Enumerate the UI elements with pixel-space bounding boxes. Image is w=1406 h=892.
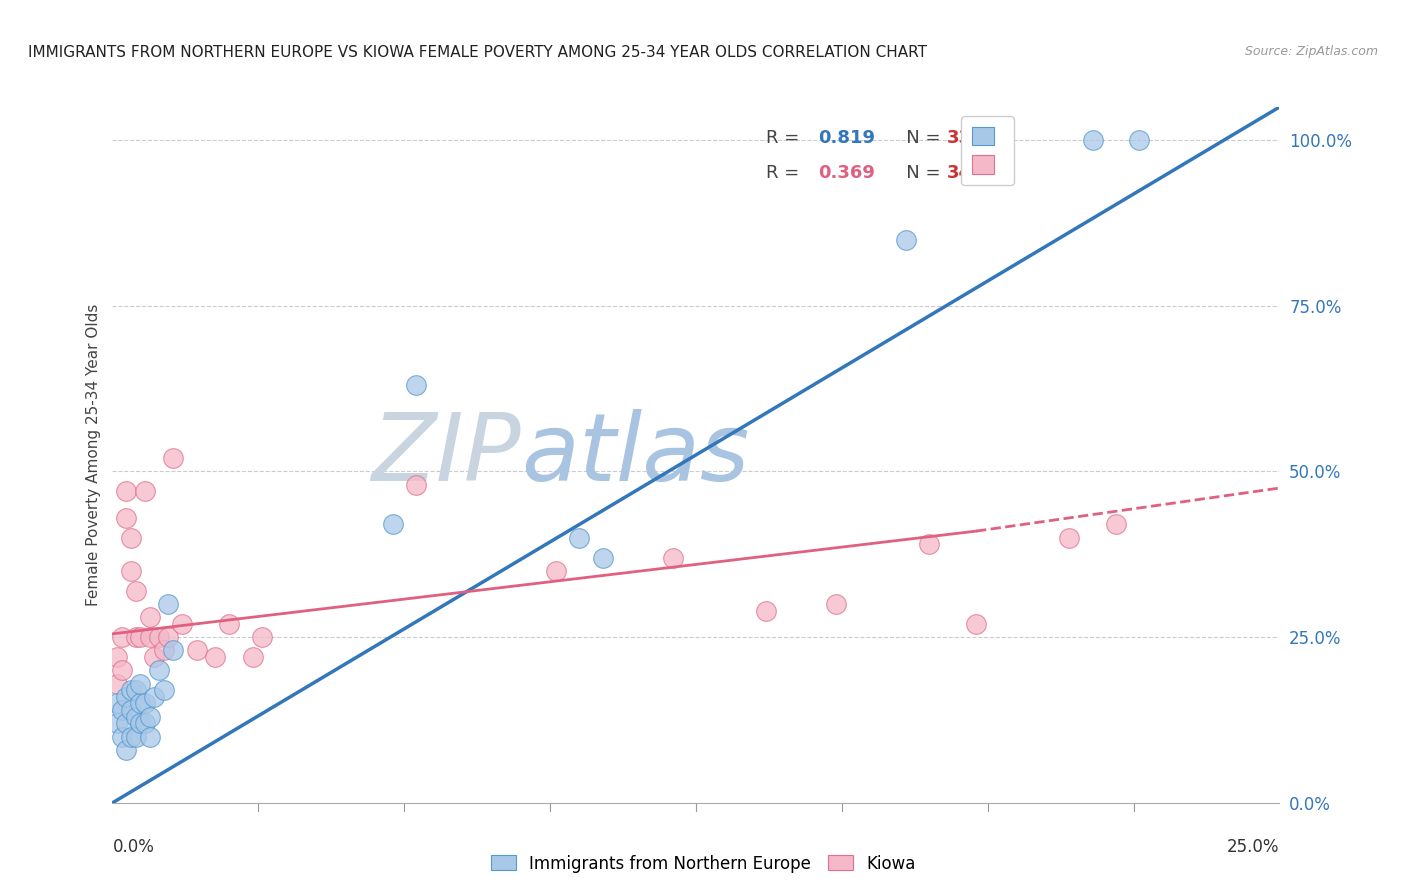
Point: [125, 709, 148, 723]
Point: [111, 663, 134, 677]
Point: [120, 564, 142, 578]
Point: [139, 730, 162, 744]
Point: [120, 730, 142, 744]
Point: [111, 630, 134, 644]
Point: [120, 683, 142, 698]
Point: [111, 730, 134, 744]
Point: [105, 716, 128, 731]
Point: [143, 690, 166, 704]
Point: [125, 630, 148, 644]
Point: [115, 511, 138, 525]
Point: [134, 484, 156, 499]
Point: [129, 697, 152, 711]
Point: [405, 477, 427, 491]
Point: [129, 676, 152, 690]
Point: [250, 630, 273, 644]
Point: [755, 604, 778, 618]
Text: 25.0%: 25.0%: [1227, 838, 1279, 855]
Point: [105, 676, 128, 690]
Legend: , : ,: [962, 116, 1014, 186]
Text: N =: N =: [889, 129, 946, 147]
Point: [129, 716, 152, 731]
Point: [139, 630, 162, 644]
Point: [661, 550, 683, 565]
Point: [1105, 517, 1128, 532]
Text: ZIP: ZIP: [371, 409, 520, 500]
Text: 0.819: 0.819: [818, 129, 876, 147]
Point: [129, 630, 152, 644]
Point: [965, 616, 987, 631]
Point: [592, 550, 614, 565]
Point: [115, 690, 138, 704]
Text: Source: ZipAtlas.com: Source: ZipAtlas.com: [1244, 45, 1378, 58]
Text: 33: 33: [946, 129, 972, 147]
Point: [143, 650, 166, 665]
Point: [105, 697, 128, 711]
Text: R =: R =: [766, 164, 806, 182]
Text: 0.0%: 0.0%: [112, 838, 155, 855]
Point: [153, 683, 176, 698]
Point: [988, 133, 1011, 147]
Point: [568, 531, 591, 545]
Point: [162, 643, 184, 657]
Point: [120, 531, 142, 545]
Point: [242, 650, 264, 665]
Text: atlas: atlas: [520, 409, 749, 500]
Point: [134, 697, 156, 711]
Point: [825, 597, 848, 611]
Point: [115, 743, 138, 757]
Point: [1081, 133, 1104, 147]
Point: [157, 630, 180, 644]
Point: [918, 537, 941, 551]
Point: [162, 451, 184, 466]
Point: [125, 730, 148, 744]
Point: [1059, 531, 1081, 545]
Point: [172, 616, 194, 631]
Y-axis label: Female Poverty Among 25-34 Year Olds: Female Poverty Among 25-34 Year Olds: [86, 304, 101, 606]
Point: [894, 233, 917, 247]
Point: [125, 583, 148, 598]
Point: [111, 703, 134, 717]
Point: [204, 650, 226, 665]
Point: [544, 564, 567, 578]
Point: [134, 716, 156, 731]
Point: [186, 643, 208, 657]
Point: [105, 650, 128, 665]
Point: [218, 616, 240, 631]
Point: [125, 683, 148, 698]
Legend: Immigrants from Northern Europe, Kiowa: Immigrants from Northern Europe, Kiowa: [484, 848, 922, 880]
Point: [1128, 133, 1150, 147]
Text: IMMIGRANTS FROM NORTHERN EUROPE VS KIOWA FEMALE POVERTY AMONG 25-34 YEAR OLDS CO: IMMIGRANTS FROM NORTHERN EUROPE VS KIOWA…: [28, 45, 927, 60]
Point: [148, 663, 170, 677]
Point: [157, 597, 180, 611]
Point: [115, 484, 138, 499]
Point: [139, 709, 162, 723]
Text: 34: 34: [946, 164, 972, 182]
Point: [139, 610, 162, 624]
Point: [153, 643, 176, 657]
Point: [405, 378, 427, 392]
Point: [148, 630, 170, 644]
Text: R =: R =: [766, 129, 806, 147]
Text: 0.369: 0.369: [818, 164, 876, 182]
Text: N =: N =: [889, 164, 946, 182]
Point: [115, 716, 138, 731]
Point: [120, 703, 142, 717]
Point: [381, 517, 404, 532]
